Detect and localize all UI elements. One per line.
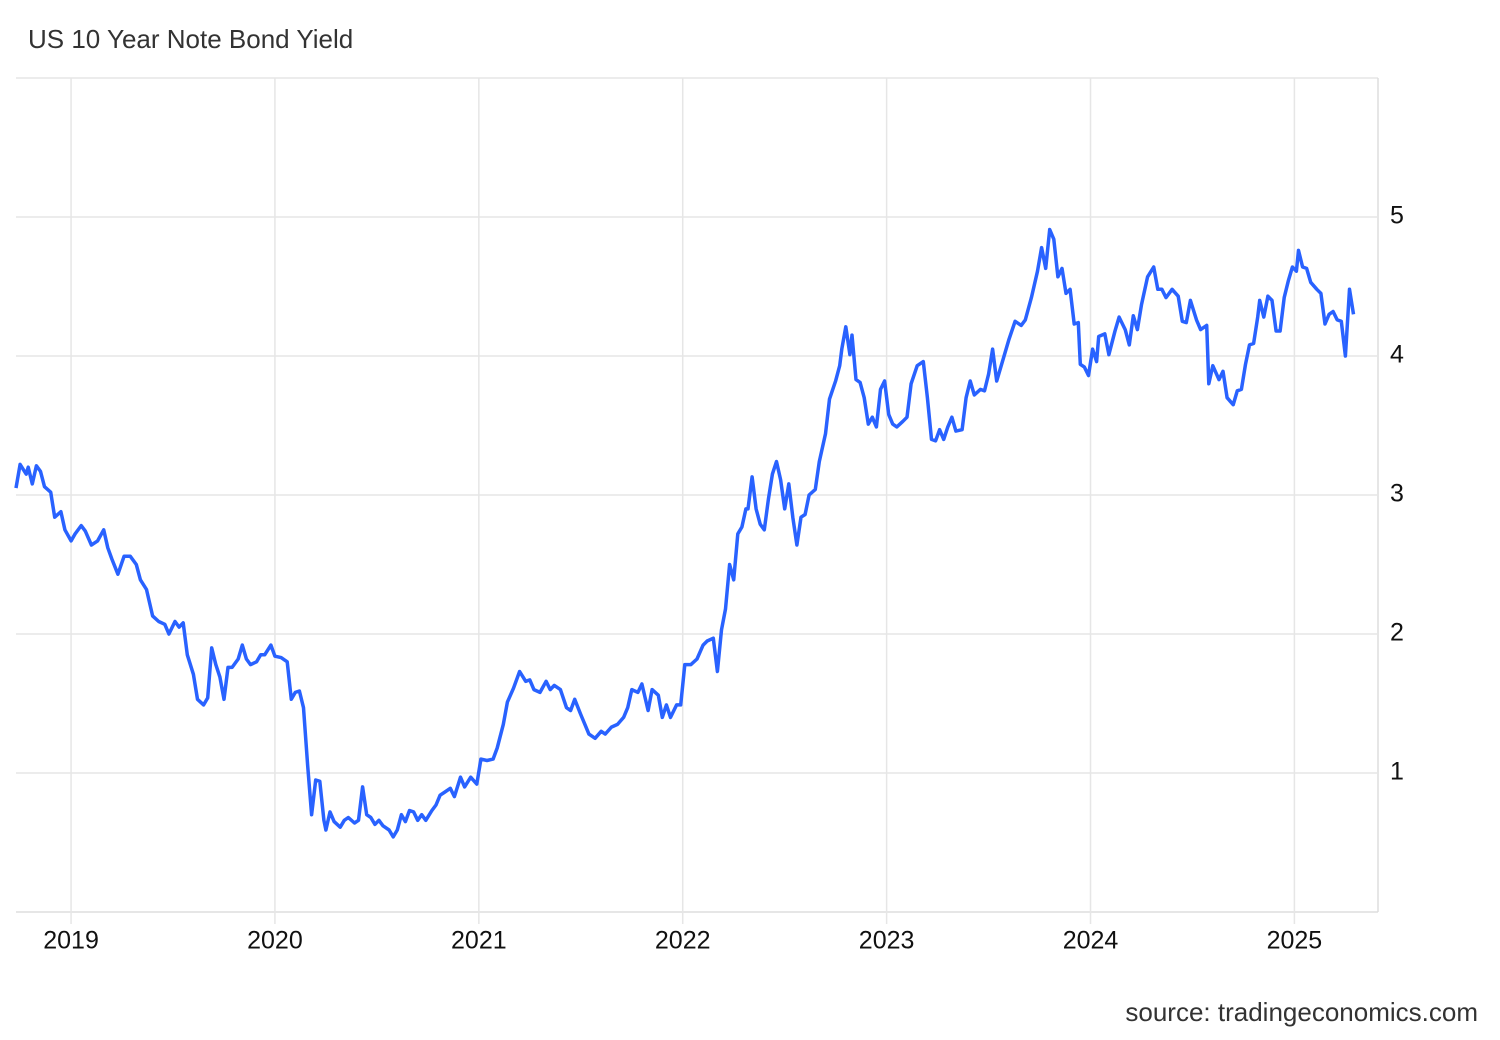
x-tick-label: 2019 [43, 927, 99, 955]
series-line [14, 227, 1356, 839]
x-tick-label: 2025 [1267, 927, 1323, 955]
chart-title: US 10 Year Note Bond Yield [28, 24, 353, 54]
y-tick-label: 5 [1390, 202, 1404, 230]
y-tick-label: 2 [1390, 619, 1404, 647]
y-tick-label: 1 [1390, 758, 1404, 786]
x-tick-label: 2020 [247, 927, 303, 955]
x-tick-label: 2022 [655, 927, 711, 955]
y-tick-label: 4 [1390, 341, 1404, 369]
y-tick-label: 3 [1390, 480, 1404, 508]
x-tick-label: 2021 [451, 927, 507, 955]
x-tick-label: 2024 [1063, 927, 1119, 955]
source-note: source: tradingeconomics.com [1125, 997, 1478, 1027]
x-tick-label: 2023 [859, 927, 915, 955]
